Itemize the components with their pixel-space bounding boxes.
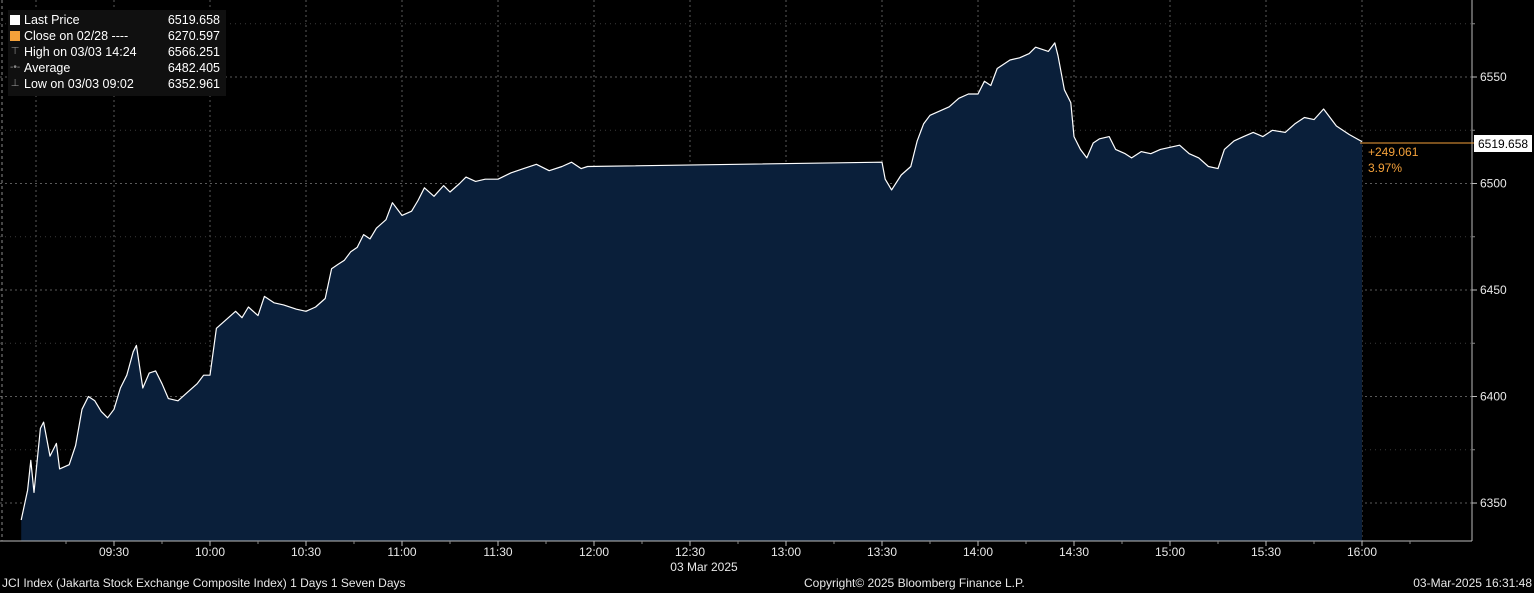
legend-last-price: Last Price 6519.658 — [8, 12, 226, 28]
x-axis-ticks: 09:30 10:00 10:30 11:00 11:30 12:00 12:30 13:00… — [65, 541, 1411, 559]
average-line-icon: -•- — [10, 62, 21, 73]
x-tick-label: 12:30 — [675, 545, 705, 559]
x-tick-label: 15:30 — [1251, 545, 1281, 559]
x-tick-label: 13:00 — [771, 545, 801, 559]
x-tick-label: 10:00 — [195, 545, 225, 559]
x-tick-label: 15:00 — [1155, 545, 1185, 559]
legend-average: -•- Average 6482.405 — [8, 60, 226, 76]
x-tick-label: 16:00 — [1347, 545, 1377, 559]
legend-last-price-value: 6519.658 — [167, 13, 220, 27]
x-axis-date-label: 03 Mar 2025 — [670, 560, 738, 574]
high-marker-icon: ⊤ — [10, 46, 20, 57]
last-price-tag: 6519.658 — [1478, 137, 1528, 151]
legend-close-value: 6270.597 — [167, 29, 220, 43]
legend-high: ⊤ High on 03/03 14:24 6566.251 — [8, 44, 226, 60]
x-tick-label: 10:30 — [291, 545, 321, 559]
y-tick-label: 6350 — [1480, 496, 1507, 510]
change-pct: 3.97% — [1368, 161, 1402, 175]
y-axis-ticks: 6350 6400 6450 6500 6550 — [1472, 23, 1507, 510]
legend-swatch-orange — [10, 30, 20, 42]
footer-copyright: Copyright© 2025 Bloomberg Finance L.P. — [804, 576, 1025, 590]
legend-average-value: 6482.405 — [167, 61, 220, 75]
legend-last-price-label: Last Price — [24, 13, 80, 27]
price-line — [20, 42, 1363, 521]
chart-legend: Last Price 6519.658 Close on 02/28 ---- … — [8, 10, 226, 96]
legend-low: ⊥ Low on 03/03 09:02 6352.961 — [8, 76, 226, 92]
x-tick-label: 14:30 — [1059, 545, 1089, 559]
chart-axes — [0, 0, 1473, 542]
price-area — [21, 42, 1363, 542]
footer-timestamp: 03-Mar-2025 16:31:48 — [1413, 576, 1532, 590]
legend-close: Close on 02/28 ---- 6270.597 — [8, 28, 226, 44]
legend-high-label: High on 03/03 14:24 — [24, 45, 137, 59]
change-value: +249.061 — [1368, 145, 1419, 159]
legend-low-value: 6352.961 — [167, 77, 220, 91]
x-tick-label: 09:30 — [99, 545, 129, 559]
legend-average-label: Average — [24, 61, 71, 75]
y-tick-label: 6450 — [1480, 283, 1507, 297]
legend-high-value: 6566.251 — [167, 45, 220, 59]
y-tick-label: 6500 — [1480, 177, 1507, 191]
legend-low-label: Low on 03/03 09:02 — [24, 77, 134, 91]
x-tick-label: 12:00 — [579, 545, 609, 559]
x-tick-label: 11:30 — [483, 545, 512, 559]
y-tick-label: 6400 — [1480, 390, 1507, 404]
x-tick-label: 11:00 — [387, 545, 416, 559]
footer-index-description: JCI Index (Jakarta Stock Exchange Compos… — [2, 576, 406, 590]
legend-swatch-white — [10, 14, 20, 26]
legend-close-label: Close on 02/28 ---- — [24, 29, 129, 43]
y-tick-label: 6550 — [1480, 70, 1507, 84]
last-price-tag-box — [1474, 135, 1532, 152]
x-tick-label: 13:30 — [867, 545, 897, 559]
low-marker-icon: ⊥ — [10, 78, 20, 89]
x-tick-label: 14:00 — [963, 545, 993, 559]
